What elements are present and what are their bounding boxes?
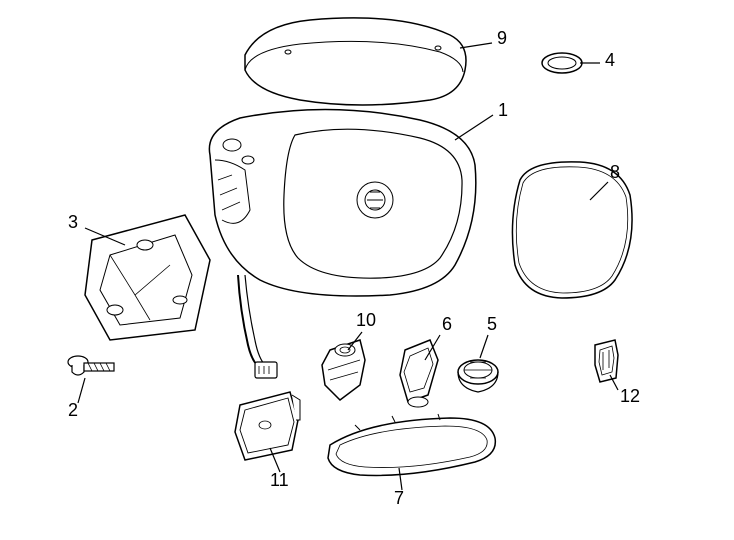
callout-7: 7	[394, 488, 404, 509]
retainer-clip	[595, 340, 618, 382]
mounting-bolt	[68, 356, 114, 375]
wiring-harness	[238, 275, 277, 378]
mirror-cap	[245, 18, 466, 105]
callout-2: 2	[68, 400, 78, 421]
mount-bracket	[85, 215, 210, 340]
callout-9: 9	[497, 28, 507, 49]
mirror-housing	[209, 109, 475, 296]
connector-plug	[400, 340, 438, 407]
mirror-gasket-seal	[542, 53, 582, 73]
callout-5: 5	[487, 314, 497, 335]
callout-6: 6	[442, 314, 452, 335]
adjust-motor	[322, 340, 365, 400]
callout-1: 1	[498, 100, 508, 121]
signal-bulb-cap	[458, 360, 498, 392]
callout-8: 8	[610, 162, 620, 183]
sensor-module	[235, 392, 300, 460]
callout-4: 4	[605, 50, 615, 71]
parts-svg	[0, 0, 734, 540]
callout-12: 12	[620, 386, 640, 407]
parts-diagram: 1 2 3 4 5 6 7 8 9 10 11 12	[0, 0, 734, 540]
turn-signal-lens	[328, 414, 495, 475]
callout-11: 11	[270, 470, 289, 491]
callout-3: 3	[68, 212, 78, 233]
callout-10: 10	[356, 310, 376, 331]
